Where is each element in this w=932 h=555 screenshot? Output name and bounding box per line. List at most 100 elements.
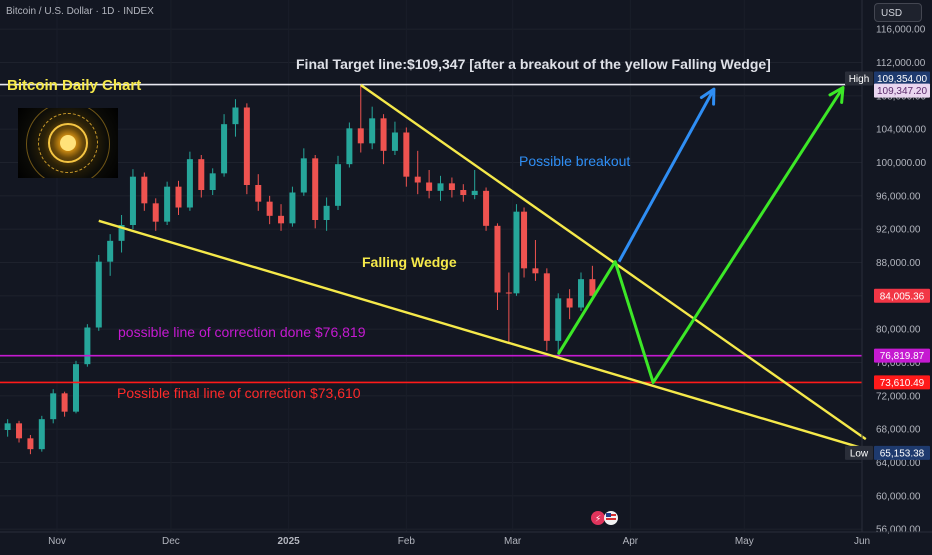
candle-body[interactable] <box>391 132 398 151</box>
candle-body[interactable] <box>460 190 467 195</box>
candle-body[interactable] <box>232 107 239 125</box>
y-tick-label: 92,000.00 <box>876 225 921 236</box>
x-tick-label: Dec <box>162 536 180 547</box>
candle-body[interactable] <box>437 183 444 191</box>
candle-body[interactable] <box>555 298 562 341</box>
candle-body[interactable] <box>543 273 550 341</box>
svg-text:76,819.87: 76,819.87 <box>880 351 925 362</box>
x-tick-label: Jun <box>854 536 870 547</box>
bitcoin-thumbnail-image <box>18 108 118 178</box>
candle-body[interactable] <box>513 211 520 294</box>
candle-body[interactable] <box>16 423 23 439</box>
candle-body[interactable] <box>141 176 148 204</box>
price-level-label: 109,354.00 <box>874 71 930 86</box>
y-tick-label: 60,000.00 <box>876 491 921 502</box>
breakout-blue-projection[interactable] <box>617 88 716 263</box>
y-tick-label: 116,000.00 <box>876 25 926 36</box>
candle-body[interactable] <box>107 240 114 262</box>
candle-body[interactable] <box>164 186 171 222</box>
candle-body[interactable] <box>27 438 34 450</box>
candle-body[interactable] <box>414 176 421 183</box>
annotation-chart-name: Bitcoin Daily Chart <box>7 77 142 94</box>
candle-body[interactable] <box>448 183 455 190</box>
candle-body[interactable] <box>198 159 205 190</box>
price-tag-low: Low <box>845 445 873 460</box>
currency-button[interactable]: USD <box>874 3 922 22</box>
y-tick-label: 76,000.00 <box>876 358 921 369</box>
candle-body[interactable] <box>278 215 285 224</box>
candle-body[interactable] <box>289 192 296 224</box>
y-tick-label: 100,000.00 <box>876 158 926 169</box>
y-tick-label: 64,000.00 <box>876 458 921 469</box>
candle-body[interactable] <box>4 423 11 430</box>
annotation-final-target: Final Target line:$109,347 [after a brea… <box>296 56 771 72</box>
candle-body[interactable] <box>323 205 330 220</box>
candle-body[interactable] <box>589 279 596 296</box>
candle-body[interactable] <box>532 268 539 274</box>
x-tick-label: Feb <box>398 536 416 547</box>
price-level-label: 84,005.36 <box>874 288 930 303</box>
candle-body[interactable] <box>578 279 585 308</box>
candle-body[interactable] <box>312 158 319 220</box>
y-tick-label: 112,000.00 <box>876 58 926 69</box>
svg-text:109,347.20: 109,347.20 <box>877 86 927 97</box>
x-tick-label: Nov <box>48 536 66 547</box>
candle-body[interactable] <box>494 225 501 293</box>
x-tick-label: 2025 <box>278 536 301 547</box>
wedge-line-lower[interactable] <box>98 219 867 451</box>
y-tick-label: 104,000.00 <box>876 125 926 136</box>
candle-body[interactable] <box>209 173 216 190</box>
candle-body[interactable] <box>61 393 68 412</box>
candle-body[interactable] <box>84 327 91 365</box>
candle-body[interactable] <box>118 225 125 241</box>
events-icon[interactable]: ⚡ <box>591 511 618 525</box>
candle-body[interactable] <box>266 201 273 216</box>
candle-body[interactable] <box>186 159 193 208</box>
svg-text:73,610.49: 73,610.49 <box>880 378 925 389</box>
price-level-label: 76,819.87 <box>874 348 930 363</box>
x-tick-label: May <box>735 536 754 547</box>
x-tick-label: Apr <box>623 536 639 547</box>
y-tick-label: 72,000.00 <box>876 391 921 402</box>
candle-body[interactable] <box>380 118 387 151</box>
candle-body[interactable] <box>38 419 45 450</box>
candle-body[interactable] <box>72 364 79 412</box>
y-tick-label: 88,000.00 <box>876 258 921 269</box>
candle-body[interactable] <box>129 176 136 225</box>
svg-text:⚡: ⚡ <box>595 515 601 525</box>
y-tick-label: 96,000.00 <box>876 191 921 202</box>
svg-text:65,153.38: 65,153.38 <box>880 448 925 459</box>
candle-body[interactable] <box>403 132 410 177</box>
candle-body[interactable] <box>483 190 490 226</box>
path-green-projection[interactable] <box>556 86 845 384</box>
candle-body[interactable] <box>369 118 376 144</box>
candle-body[interactable] <box>357 128 364 144</box>
y-tick-label: 68,000.00 <box>876 425 921 436</box>
price-level-label: 109,347.20 <box>874 83 930 98</box>
candle-body[interactable] <box>521 211 528 269</box>
svg-text:High: High <box>849 74 870 85</box>
candle-body[interactable] <box>50 393 57 420</box>
candle-body[interactable] <box>346 128 353 165</box>
svg-text:84,005.36: 84,005.36 <box>880 291 925 302</box>
candle-body[interactable] <box>255 185 262 202</box>
candle-body[interactable] <box>221 124 228 174</box>
annotation-final-correction: Possible final line of correction $73,61… <box>117 385 361 401</box>
candle-body[interactable] <box>243 107 250 186</box>
candle-body[interactable] <box>300 158 307 193</box>
candle-body[interactable] <box>175 186 182 208</box>
price-level-label: 73,610.49 <box>874 375 930 390</box>
y-tick-label: 80,000.00 <box>876 325 921 336</box>
candle-body[interactable] <box>95 261 102 328</box>
candle-body[interactable] <box>426 182 433 191</box>
candle-body[interactable] <box>152 203 159 222</box>
price-tag-high: High <box>845 71 873 86</box>
candle-body[interactable] <box>334 164 341 206</box>
candle-body[interactable] <box>505 292 512 294</box>
candle-body[interactable] <box>471 190 478 195</box>
svg-text:Low: Low <box>850 448 869 459</box>
svg-text:109,354.00: 109,354.00 <box>877 74 927 85</box>
candle-body[interactable] <box>566 298 573 308</box>
